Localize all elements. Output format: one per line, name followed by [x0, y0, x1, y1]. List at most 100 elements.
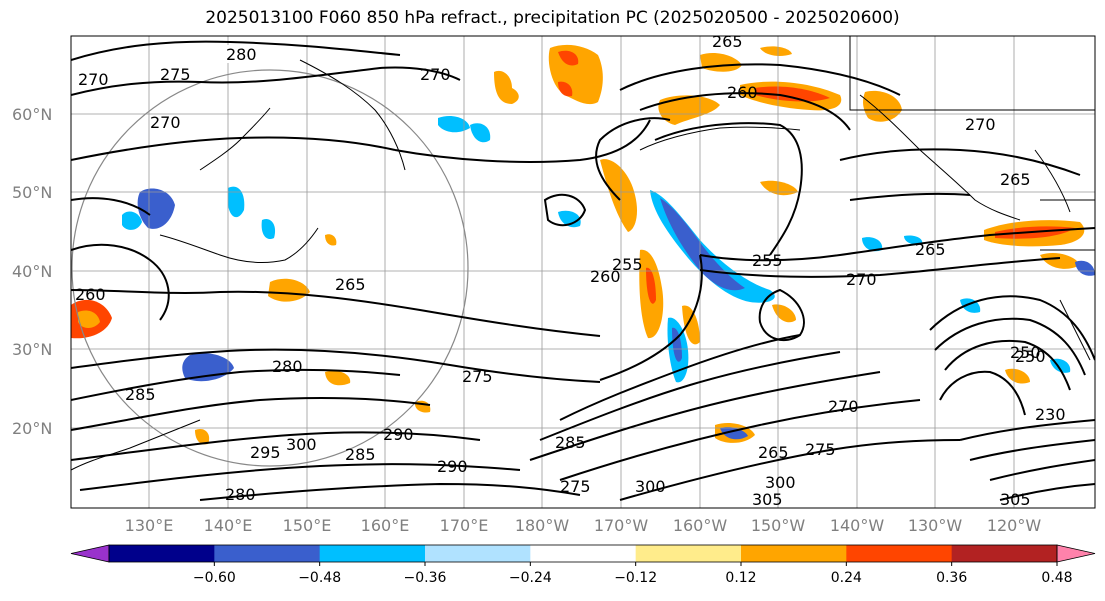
shade-patch [1040, 253, 1080, 269]
shade-patch [494, 70, 519, 104]
lat-axis: 60°N 50°N 40°N 30°N 20°N [12, 105, 52, 438]
contour-label: 290 [437, 457, 468, 476]
map-frame [70, 35, 1096, 509]
contour-label: 300 [635, 477, 666, 496]
contour-label: 270 [78, 70, 109, 89]
contour-label: 265 [758, 443, 789, 462]
shade-patch [325, 370, 351, 386]
colorbar-swatch [214, 545, 321, 562]
contour-label: 265 [1000, 170, 1031, 189]
contour-label: 305 [1000, 490, 1031, 509]
lon-label: 120°W [987, 516, 1042, 535]
contour-label: 265 [915, 240, 946, 259]
shade-patch [658, 95, 720, 125]
shade-patch [325, 234, 337, 246]
contour-label: 255 [752, 251, 783, 270]
shade-patch [558, 50, 579, 66]
colorbar-tick-label: 0.36 [936, 570, 967, 586]
contour-label: 280 [226, 45, 257, 64]
contour-label: 260 [75, 285, 106, 304]
shade-patch [672, 327, 682, 362]
colorbar-swatch [319, 545, 426, 562]
shade-patch [1075, 260, 1095, 276]
lon-label: 140°E [204, 516, 253, 535]
colorbar-frame [108, 544, 1058, 563]
refractivity-contours [71, 40, 1095, 501]
colorbar-tick-label: 0.12 [725, 570, 756, 586]
shade-patch [122, 211, 142, 230]
colorbar-swatch [109, 545, 215, 562]
colorbar-swatch [741, 545, 847, 562]
lon-label: 150°E [283, 516, 332, 535]
contour-label: 260 [590, 267, 621, 286]
contour-label: 295 [250, 443, 281, 462]
contour-label: 285 [125, 385, 156, 404]
shade-patch [558, 81, 573, 97]
colorbar-swatch [425, 545, 531, 562]
shade-patch [228, 186, 245, 218]
lon-label: 170°E [440, 516, 489, 535]
colorbar-swatch [530, 545, 637, 562]
contour-label: 275 [560, 477, 591, 496]
colorbar-tick-label: −0.60 [193, 570, 236, 586]
shade-patch [755, 86, 830, 102]
colorbar-tick-label: −0.48 [298, 570, 341, 586]
lon-label: 130°E [125, 516, 174, 535]
colorbar-tick-label: −0.36 [404, 570, 447, 586]
contour-label: 285 [345, 445, 376, 464]
shade-patch [195, 428, 210, 445]
contour-label: 270 [846, 270, 877, 289]
colorbar-swatch [846, 545, 953, 562]
colorbar-tick-label: −0.12 [614, 570, 657, 586]
lon-label: 160°E [361, 516, 410, 535]
contour-label: 305 [752, 490, 783, 509]
contour-label: 270 [965, 115, 996, 134]
lon-label: 130°W [908, 516, 963, 535]
range-circle [71, 69, 469, 467]
contour-label: 230 [1035, 405, 1066, 424]
shade-patch [660, 198, 745, 291]
shade-patch [78, 310, 100, 328]
plot-title: 2025013100 F060 850 hPa refract., precip… [205, 8, 900, 28]
colorbar-extend-max [1056, 544, 1096, 563]
shade-patch [261, 218, 276, 240]
contour-label: 270 [150, 113, 181, 132]
colorbar-swatch [951, 545, 1058, 562]
shade-patch [137, 188, 175, 229]
contour-label: 280 [272, 357, 303, 376]
coastlines [71, 36, 1095, 471]
colorbar-swatch [635, 545, 742, 562]
lon-label: 180°W [515, 516, 570, 535]
contour-label: 265 [335, 275, 366, 294]
colorbar-tick-label: 0.48 [1041, 570, 1072, 586]
colorbar: −0.60 −0.48 −0.36 −0.24 −0.12 0.12 0.24 0.36 0.4… [70, 544, 1096, 586]
shade-patch [470, 123, 491, 143]
contour-label: 275 [160, 65, 191, 84]
contour-label: 265 [712, 32, 743, 51]
contour-labels: 280 275 270 270 270 265 260 265 270 260 … [75, 32, 1066, 509]
shade-patch [1005, 368, 1030, 384]
contour-label: 275 [805, 440, 836, 459]
contour-label: 285 [555, 433, 586, 452]
shade-patch [646, 267, 656, 304]
lat-label: 60°N [12, 105, 52, 124]
contour-label: 255 [612, 255, 643, 274]
contour-label: 270 [828, 397, 859, 416]
contour-label: 270 [420, 65, 451, 84]
lat-label: 30°N [12, 340, 52, 359]
lat-label: 20°N [12, 419, 52, 438]
contour-label: 275 [462, 367, 493, 386]
shade-patch [268, 278, 310, 302]
shade-patch [862, 237, 883, 252]
map-background [71, 36, 1095, 508]
shade-patch [904, 235, 923, 245]
contour-label: 280 [225, 485, 256, 504]
contour-label: 290 [383, 425, 414, 444]
lon-label: 170°W [594, 516, 649, 535]
lon-axis: 130°E 140°E 150°E 160°E 170°E 180°W 170°… [125, 516, 1042, 535]
lat-label: 50°N [12, 183, 52, 202]
lat-label: 40°N [12, 262, 52, 281]
lon-label: 140°W [830, 516, 885, 535]
colorbar-tick-label: −0.24 [509, 570, 552, 586]
